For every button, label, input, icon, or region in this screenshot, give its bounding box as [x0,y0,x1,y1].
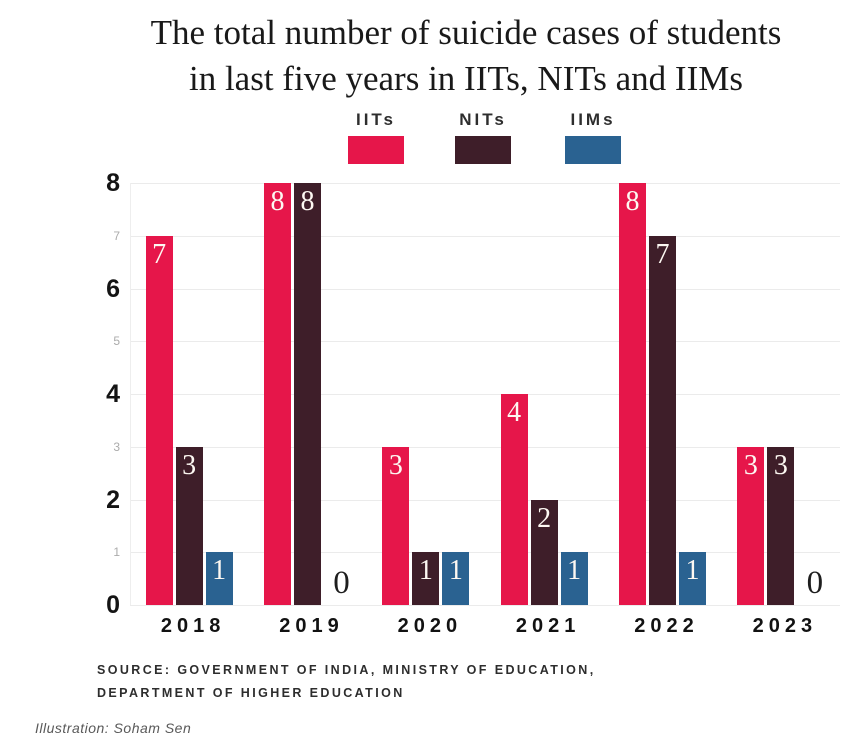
bar-value-label: 1 [212,555,227,587]
legend-swatch [455,136,511,164]
chart-title: The total number of suicide cases of stu… [66,10,866,102]
bar-zero-label-iims-2019: 0 [333,565,350,601]
gridline-y6 [130,288,840,290]
gridline-y1 [130,552,840,554]
source-note-line1: SOURCE: GOVERNMENT OF INDIA, MINISTRY OF… [97,663,596,677]
gridline-y3 [130,446,840,448]
legend-item-iims: IIMs [565,110,621,164]
bar-value-label: 3 [743,449,758,481]
bar-value-label: 1 [685,555,700,587]
bar-zero-label-iims-2023: 0 [806,565,824,601]
plot-area: 0 1 2 3 4 5 6 7 8 7 3 1 2018 8 8 0 2019 3 1 1 2020 4 2 1 2021 8 7 1… [106,169,840,637]
bar-iims-2018: 1 [205,552,233,605]
legend-item-iits: IITs [348,110,404,164]
gridline-y2 [130,499,840,501]
bar-iits-2019: 8 [264,183,291,605]
y-axis-tick-7: 7 [113,228,120,243]
bar-iims-2020: 1 [442,552,470,605]
bar-value-label: 1 [448,555,463,587]
x-axis-label-2022: 2022 [634,615,699,637]
legend-swatch [565,136,621,164]
bar-value-label: 2 [537,502,552,534]
y-axis-tick-1: 1 [113,545,120,560]
bar-value-label: 3 [773,449,788,481]
bar-value-label: 3 [388,449,403,481]
bar-value-label: 7 [152,238,167,270]
x-axis-label-2020: 2020 [397,615,463,637]
gridline-y0 [130,605,840,606]
y-axis-tick-6: 6 [106,274,120,303]
bar-nits-2018: 3 [175,446,203,605]
y-axis-tick-8: 8 [106,169,120,197]
y-axis-tick-3: 3 [113,439,120,454]
y-axis-tick-0: 0 [106,591,120,619]
y-axis-tick-5: 5 [113,334,120,349]
legend: IITs NITs IIMs [0,110,866,170]
bar-nits-2022: 7 [649,235,676,605]
bar-nits-2020: 1 [412,552,440,605]
bar-nits-2023: 3 [767,446,795,605]
gridline-y4 [130,394,840,395]
bar-value-label: 8 [300,186,315,217]
source-note: SOURCE: GOVERNMENT OF INDIA, MINISTRY OF… [97,659,596,705]
bar-value-label: 8 [270,186,285,217]
bar-iits-2020: 3 [382,446,410,605]
chart-title-line1: The total number of suicide cases of stu… [150,13,782,52]
bar-iits-2022: 8 [619,183,646,605]
x-axis-label-2019: 2019 [279,615,344,637]
legend-item-nits: NITs [455,110,511,164]
y-axis-tick-4: 4 [106,380,120,408]
bar-value-label: 1 [418,555,433,587]
bar-value-label: 4 [507,397,522,428]
bar-nits-2021: 2 [530,499,558,605]
bar-value-label: 3 [182,449,197,481]
gridline-y8 [130,183,840,184]
bar-value-label: 8 [625,186,640,217]
y-axis-tick-2: 2 [106,485,120,514]
bar-nits-2019: 8 [294,183,321,605]
bar-value-label: 1 [567,555,582,587]
gridline-y5 [130,341,840,343]
bar-iits-2023: 3 [737,446,765,605]
bar-iits-2018: 7 [145,235,173,605]
gridline-y7 [130,235,840,237]
x-axis-label-2023: 2023 [752,615,818,637]
x-axis-label-2018: 2018 [160,615,226,637]
bar-iims-2021: 1 [560,552,588,605]
chart-title-line2: in last five years in IITs, NITs and IIM… [188,59,743,98]
legend-swatch [348,136,404,164]
legend-label: IITs [355,110,397,129]
source-note-line2: DEPARTMENT OF HIGHER EDUCATION [97,686,405,700]
legend-label: NITs [459,110,507,129]
bar-value-label: 7 [655,238,670,270]
x-axis-label-2021: 2021 [515,615,581,637]
bar-iits-2021: 4 [500,394,528,605]
bar-iims-2022: 1 [679,552,706,605]
legend-label: IIMs [570,110,616,129]
illustration-credit: Illustration: Soham Sen [35,720,192,736]
y-axis-line [130,183,131,605]
